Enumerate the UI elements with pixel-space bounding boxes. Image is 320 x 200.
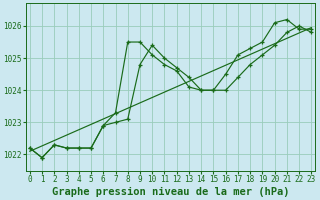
X-axis label: Graphe pression niveau de la mer (hPa): Graphe pression niveau de la mer (hPa) [52,186,289,197]
